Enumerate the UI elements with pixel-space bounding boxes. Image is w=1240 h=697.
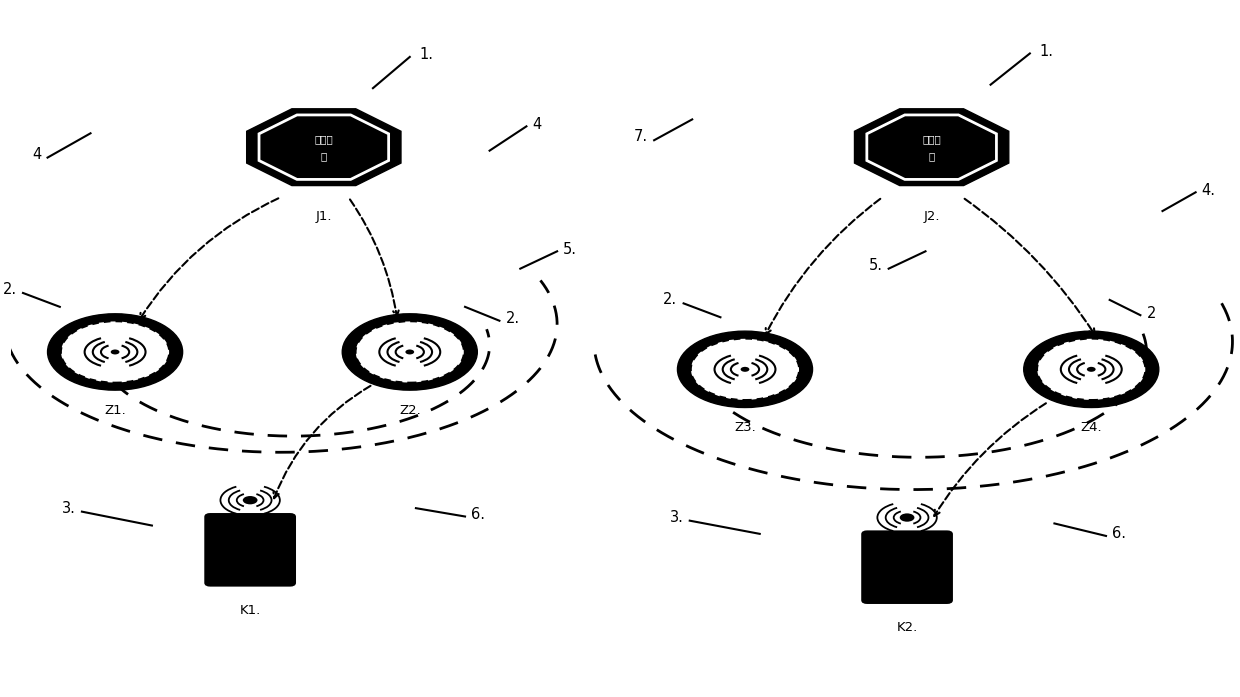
Text: 5.: 5. bbox=[868, 258, 883, 273]
Text: 定位分: 定位分 bbox=[315, 134, 334, 144]
Polygon shape bbox=[854, 109, 1009, 185]
FancyBboxPatch shape bbox=[206, 514, 295, 585]
Circle shape bbox=[677, 331, 812, 408]
Circle shape bbox=[1024, 331, 1159, 408]
Circle shape bbox=[47, 314, 182, 390]
Text: Z4.: Z4. bbox=[1080, 422, 1102, 434]
Text: 1.: 1. bbox=[1039, 44, 1054, 59]
Text: 2.: 2. bbox=[663, 293, 677, 307]
Circle shape bbox=[342, 314, 477, 390]
Text: J1.: J1. bbox=[315, 210, 332, 222]
Text: 站: 站 bbox=[321, 151, 327, 161]
Text: 6.: 6. bbox=[471, 507, 485, 522]
Text: 5.: 5. bbox=[563, 242, 578, 256]
Text: 4: 4 bbox=[532, 117, 542, 132]
Circle shape bbox=[356, 321, 464, 383]
Text: Z3.: Z3. bbox=[734, 422, 756, 434]
Circle shape bbox=[1037, 339, 1146, 400]
Text: J2.: J2. bbox=[924, 210, 940, 222]
FancyBboxPatch shape bbox=[862, 531, 952, 603]
Polygon shape bbox=[247, 109, 401, 185]
Text: Z1.: Z1. bbox=[104, 404, 126, 417]
Circle shape bbox=[61, 321, 169, 383]
Circle shape bbox=[691, 339, 799, 400]
Circle shape bbox=[1087, 367, 1096, 372]
Text: Z2.: Z2. bbox=[399, 404, 420, 417]
Text: 2.: 2. bbox=[2, 282, 17, 297]
Text: 6.: 6. bbox=[1112, 526, 1126, 542]
Text: 2: 2 bbox=[1147, 305, 1156, 321]
Circle shape bbox=[740, 367, 749, 372]
Text: 定位分: 定位分 bbox=[923, 134, 941, 144]
Text: K1.: K1. bbox=[239, 604, 260, 617]
Circle shape bbox=[243, 496, 258, 505]
Text: 1.: 1. bbox=[419, 47, 434, 62]
Text: K2.: K2. bbox=[897, 621, 918, 634]
Circle shape bbox=[405, 349, 414, 355]
Text: 站: 站 bbox=[929, 151, 935, 161]
Text: 3.: 3. bbox=[62, 500, 76, 516]
Text: 4: 4 bbox=[32, 146, 41, 162]
Circle shape bbox=[110, 349, 119, 355]
Text: 3.: 3. bbox=[670, 510, 683, 525]
Text: 2.: 2. bbox=[506, 311, 520, 326]
Text: 4.: 4. bbox=[1202, 183, 1215, 198]
Circle shape bbox=[900, 514, 914, 522]
Text: 7.: 7. bbox=[634, 129, 649, 144]
